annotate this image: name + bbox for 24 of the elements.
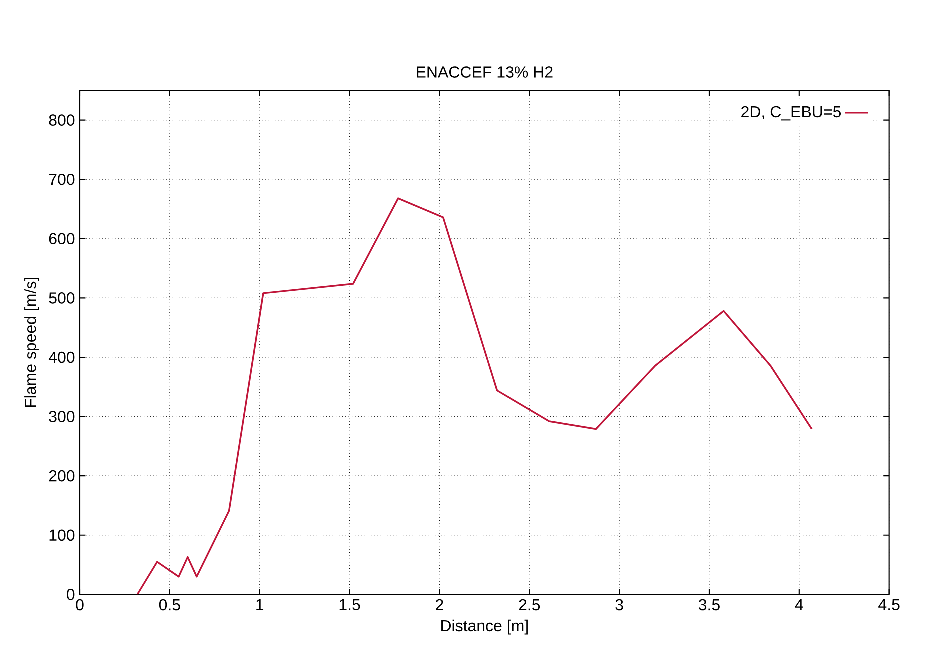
chart-title: ENACCEF 13% H2: [417, 66, 553, 78]
y-tick-label: 400: [48, 352, 75, 364]
x-tick-label: 4.5: [878, 600, 900, 611]
y-tick-label: 0: [67, 589, 75, 600]
line-series: [136, 198, 813, 595]
y-tick-label: 300: [49, 411, 75, 423]
y-tick-label: 600: [49, 233, 75, 245]
y-tick-label: 700: [49, 174, 75, 186]
x-tick-label: 3: [616, 600, 624, 611]
x-axis-title: Distance [m]: [442, 620, 528, 635]
x-tick-label: 2.5: [519, 600, 540, 611]
x-tick-label: 0.5: [159, 600, 180, 611]
x-tick-label: 1: [256, 600, 264, 611]
x-tick-label: 3.5: [698, 600, 720, 611]
x-tick-label: 1.5: [340, 600, 360, 611]
x-tick-label: 0: [76, 600, 84, 611]
y-axis-title: Flame speed [m/s]: [24, 278, 40, 408]
y-tick-label: 500: [49, 292, 75, 304]
y-tick-label: 100: [50, 530, 75, 542]
y-tick-label: 200: [49, 470, 75, 482]
x-tick-label: 2: [436, 600, 444, 611]
y-tick-label: 800: [49, 114, 75, 126]
legend-label: 2D, C_EBU=5: [742, 106, 842, 121]
x-tick-label: 4: [795, 600, 804, 611]
